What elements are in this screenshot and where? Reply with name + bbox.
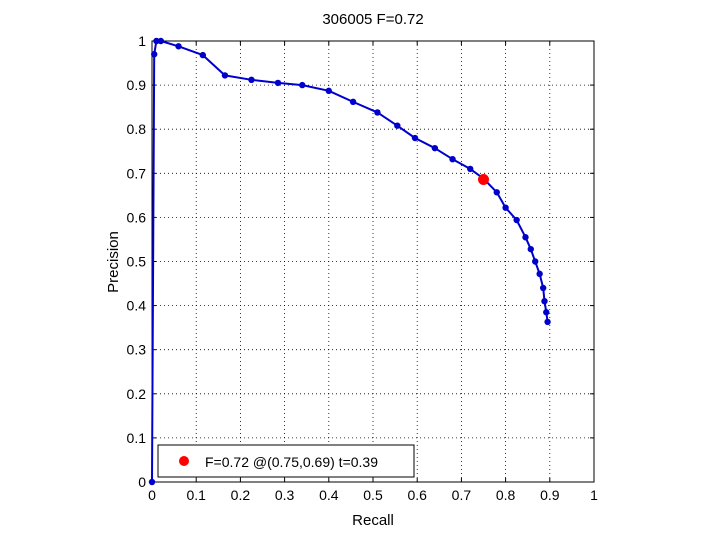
- pr-curve-point: [493, 189, 500, 196]
- x-tick-label: 0.9: [540, 487, 560, 503]
- pr-curve-point: [536, 270, 543, 278]
- pr-curve-point: [199, 51, 207, 59]
- y-tick-label: 0.4: [127, 298, 147, 314]
- y-tick-label: 0.9: [127, 77, 147, 93]
- pr-curve-point: [374, 109, 381, 116]
- y-tick-label: 0.7: [127, 165, 147, 181]
- pr-curve-point: [532, 258, 539, 265]
- chart-title: 306005 F=0.72: [322, 11, 423, 28]
- y-axis-label: Precision: [105, 231, 122, 293]
- y-tick-label: 1: [138, 33, 146, 49]
- y-tick-label: 0.5: [127, 254, 147, 270]
- x-tick-label: 0.7: [452, 487, 472, 503]
- legend-marker: [179, 456, 189, 466]
- legend-text: F=0.72 @(0.75,0.69) t=0.39: [205, 454, 378, 470]
- pr-curve-point: [157, 37, 165, 45]
- pr-curve-point: [527, 245, 534, 253]
- pr-curve-point: [221, 72, 229, 79]
- x-tick-label: 0.5: [363, 487, 383, 503]
- x-tick-label: 0.3: [275, 487, 295, 503]
- pr-curve-point: [539, 284, 547, 292]
- grid: [152, 41, 594, 482]
- x-tick-label: 0.6: [407, 487, 427, 503]
- pr-curve-point: [153, 37, 160, 45]
- pr-curve-point: [394, 122, 401, 129]
- y-tick-label: 0.1: [127, 430, 147, 446]
- legend: F=0.72 @(0.75,0.69) t=0.39: [157, 444, 415, 478]
- pr-curve-point: [431, 144, 439, 152]
- pr-curve-point: [325, 87, 332, 95]
- pr-curve-point: [175, 43, 182, 50]
- pr-curve-point: [513, 216, 520, 224]
- x-axis-label: Recall: [352, 512, 394, 529]
- pr-curve-point: [449, 155, 456, 163]
- x-tick-label: 0.2: [231, 487, 251, 503]
- pr-curve-point: [148, 478, 156, 486]
- y-tick-label: 0.8: [127, 121, 147, 137]
- x-tick-label: 0.4: [319, 487, 339, 503]
- pr-curve-point: [299, 81, 306, 89]
- pr-curve-point: [411, 134, 419, 142]
- pr-curve-point: [151, 51, 158, 58]
- best-f-point: [478, 173, 489, 185]
- pr-curve-point: [543, 309, 550, 316]
- x-tick-label: 0.8: [496, 487, 516, 503]
- pr-curve-point: [467, 165, 474, 173]
- y-tick-label: 0: [138, 474, 146, 490]
- pr-curve-point: [544, 318, 551, 326]
- pr-curve-point: [522, 234, 529, 241]
- x-tick-label: 1: [590, 487, 598, 503]
- x-tick-label: 0.1: [186, 487, 206, 503]
- pr-curve-point: [541, 297, 548, 305]
- pr-curve-point: [248, 76, 255, 84]
- y-tick-label: 0.2: [127, 386, 147, 402]
- pr-curve-point: [349, 98, 357, 106]
- series: [148, 37, 551, 486]
- legend-box: [157, 444, 415, 478]
- pr-curve-point: [274, 79, 282, 87]
- pr-curve-point: [502, 204, 509, 211]
- x-tick-label: 0: [148, 487, 156, 503]
- y-tick-label: 0.6: [127, 209, 147, 225]
- y-tick-label: 0.3: [127, 342, 147, 358]
- ticks: 0 0.1 0.2 0.3 0.4 0.5 0.6 0.7 0.8 0.9 1 0 0.1 0.2 0.3 0…: [127, 33, 599, 503]
